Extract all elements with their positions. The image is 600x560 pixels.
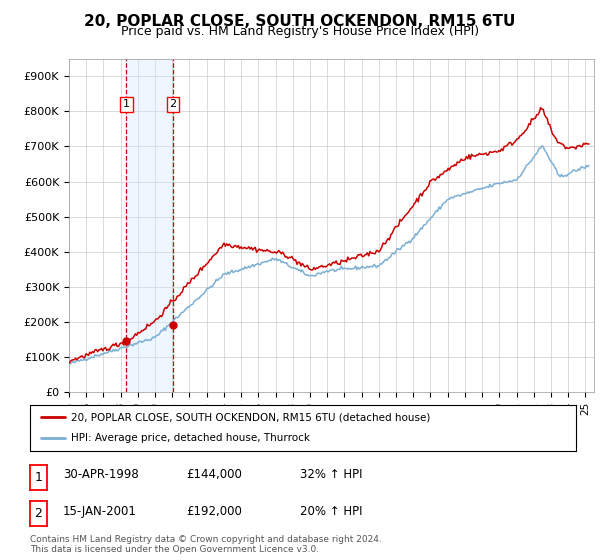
Text: Price paid vs. HM Land Registry's House Price Index (HPI): Price paid vs. HM Land Registry's House … — [121, 25, 479, 38]
Text: 20% ↑ HPI: 20% ↑ HPI — [300, 505, 362, 518]
Bar — [127, 59, 173, 392]
Text: 1: 1 — [123, 99, 130, 109]
Text: 32% ↑ HPI: 32% ↑ HPI — [300, 468, 362, 482]
Text: 20, POPLAR CLOSE, SOUTH OCKENDON, RM15 6TU (detached house): 20, POPLAR CLOSE, SOUTH OCKENDON, RM15 6… — [71, 412, 430, 422]
Text: 2: 2 — [169, 99, 176, 109]
Text: 1: 1 — [34, 471, 43, 484]
Text: Contains HM Land Registry data © Crown copyright and database right 2024.
This d: Contains HM Land Registry data © Crown c… — [30, 535, 382, 554]
Text: £192,000: £192,000 — [186, 505, 242, 518]
Text: 30-APR-1998: 30-APR-1998 — [63, 468, 139, 482]
Text: 20, POPLAR CLOSE, SOUTH OCKENDON, RM15 6TU: 20, POPLAR CLOSE, SOUTH OCKENDON, RM15 6… — [85, 14, 515, 29]
Text: £144,000: £144,000 — [186, 468, 242, 482]
Text: HPI: Average price, detached house, Thurrock: HPI: Average price, detached house, Thur… — [71, 433, 310, 444]
Text: 15-JAN-2001: 15-JAN-2001 — [63, 505, 137, 518]
Text: 2: 2 — [34, 507, 43, 520]
